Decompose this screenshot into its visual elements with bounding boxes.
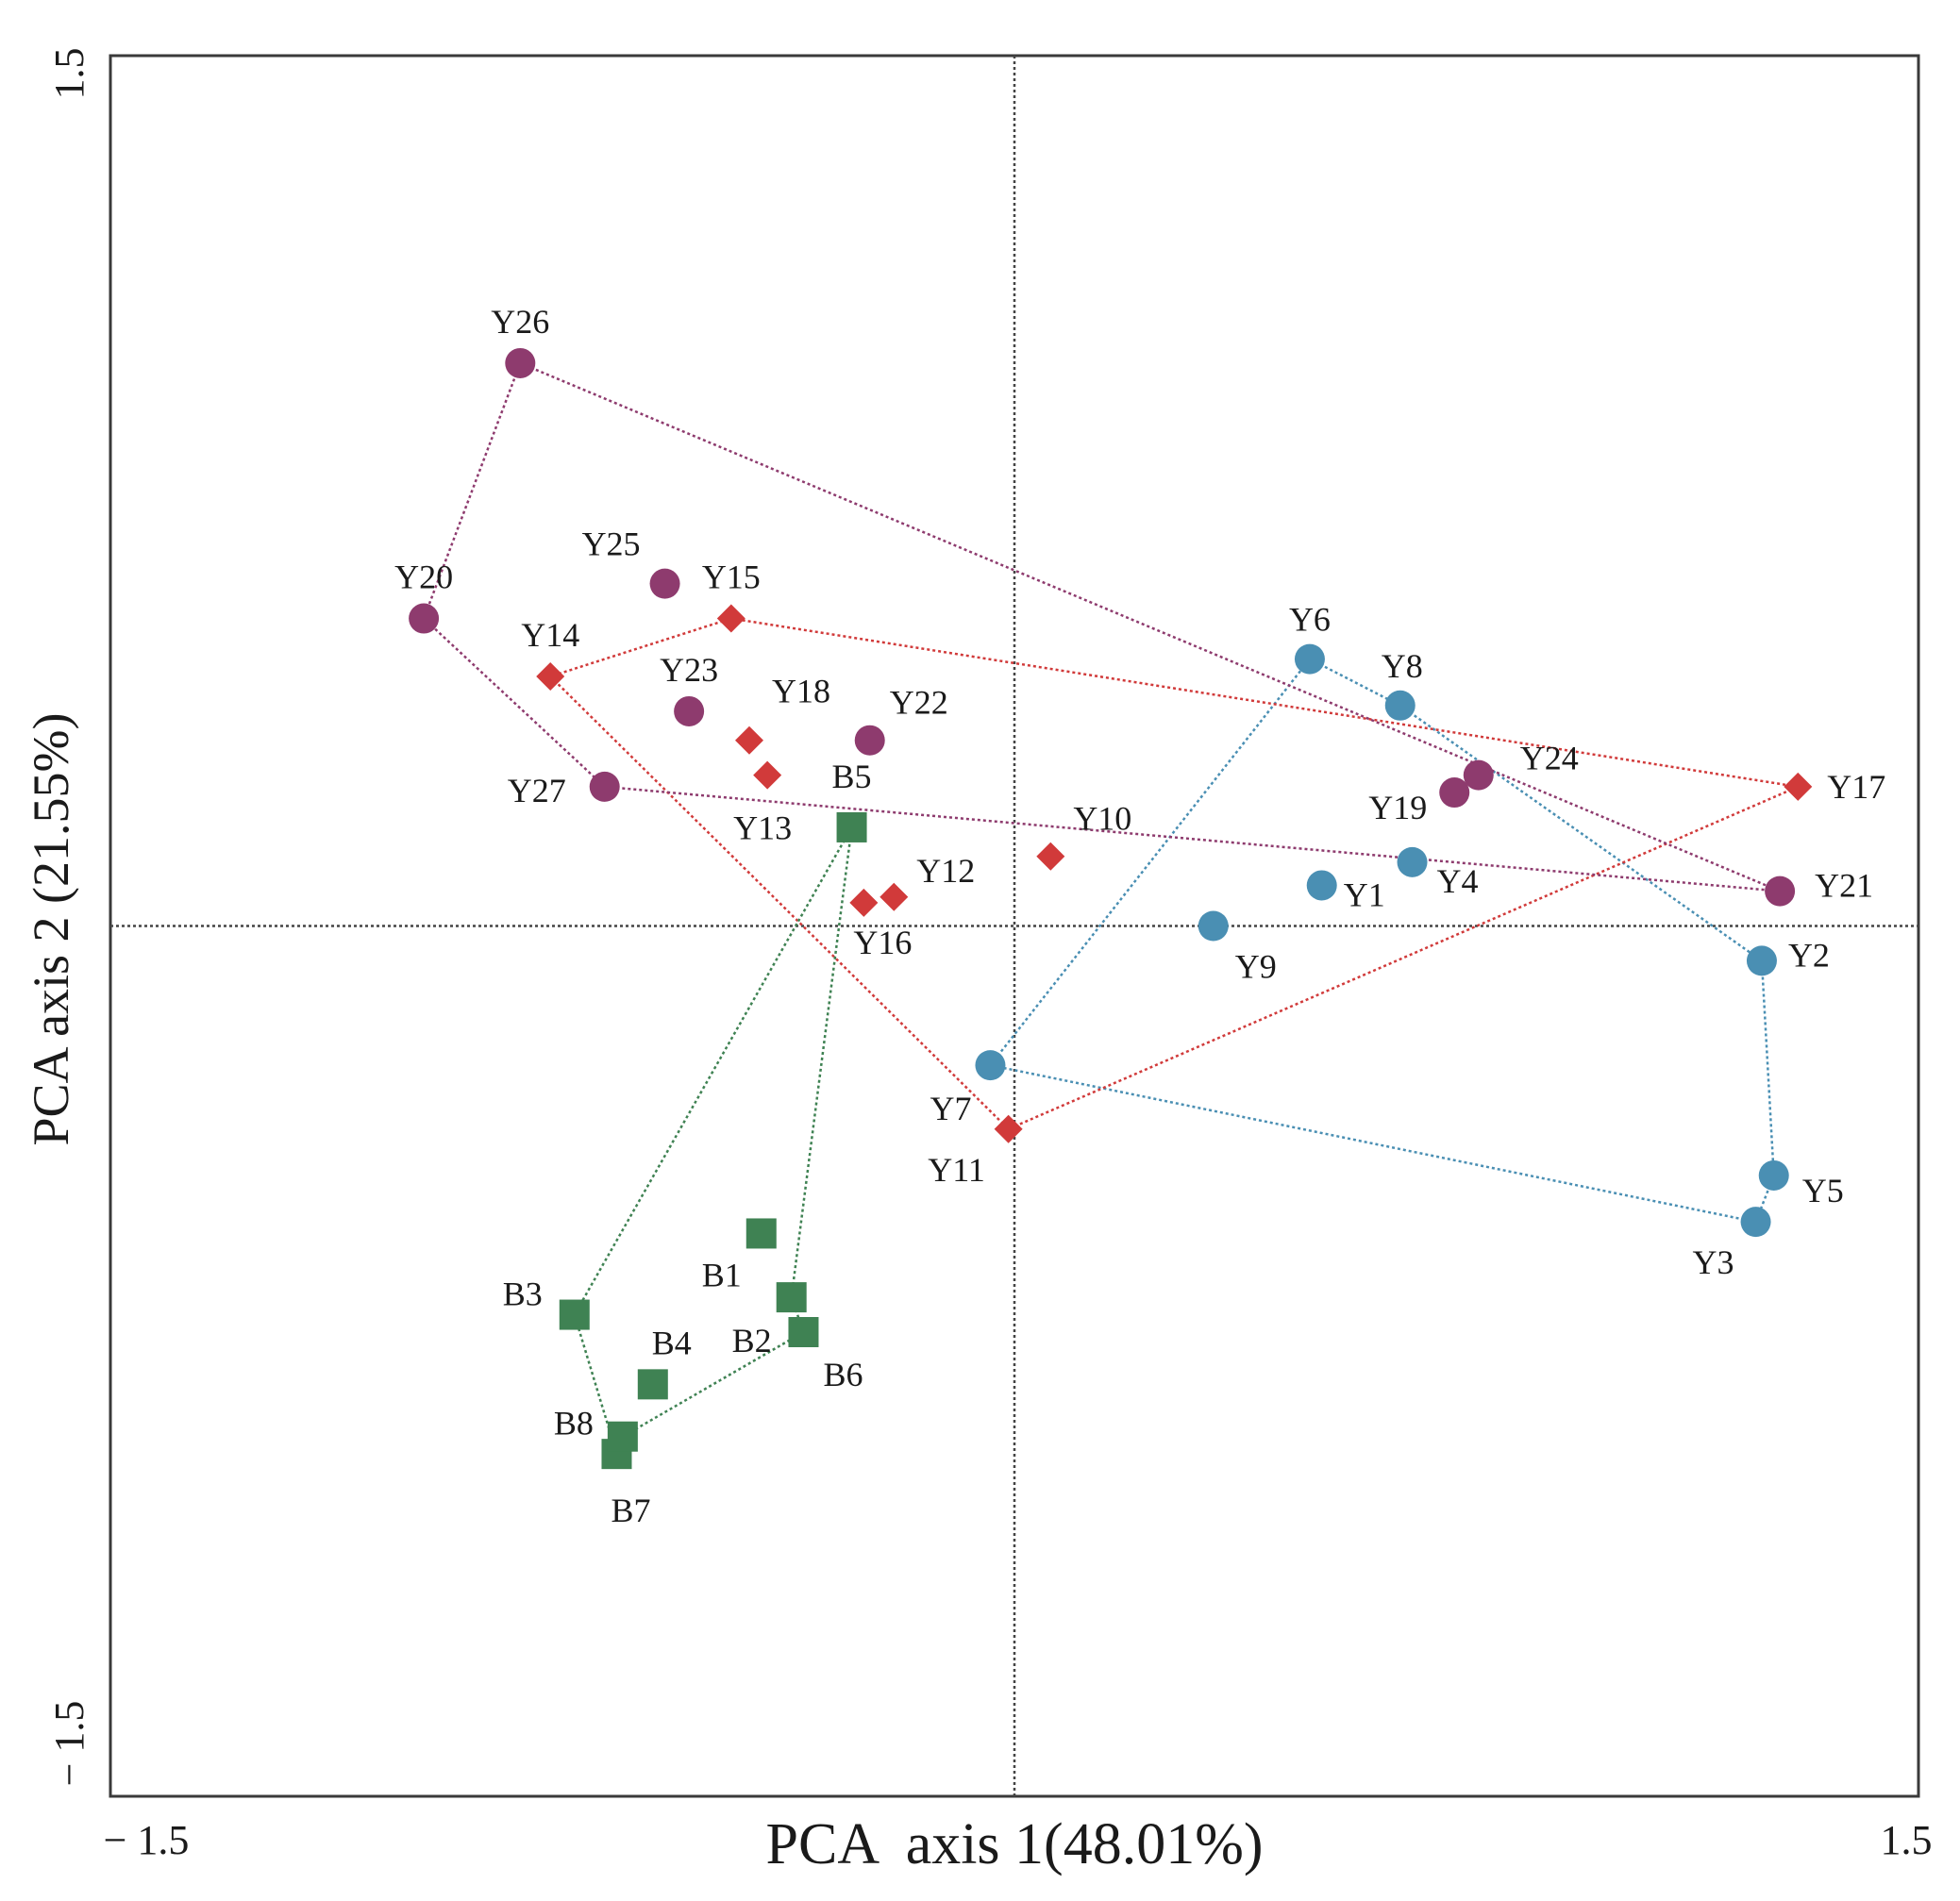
point-label-y23: Y23 (660, 651, 718, 689)
data-point-y14 (536, 662, 565, 692)
data-point-y9 (1198, 910, 1229, 942)
data-point-y16 (849, 888, 879, 917)
point-label-y13: Y13 (733, 809, 792, 847)
point-label-y7: Y7 (930, 1090, 971, 1127)
point-label-y1: Y1 (1344, 875, 1385, 913)
y-tick-label-max: 1.5 (46, 48, 92, 100)
data-point-b5 (836, 811, 867, 842)
data-point-b4 (637, 1369, 668, 1400)
point-label-y4: Y4 (1437, 862, 1479, 900)
data-point-y23 (674, 695, 705, 726)
point-label-y5: Y5 (1802, 1172, 1844, 1209)
data-point-y20 (409, 603, 440, 634)
point-label-y22: Y22 (890, 684, 948, 722)
point-label-y15: Y15 (702, 559, 761, 596)
data-point-y3 (1740, 1207, 1771, 1238)
point-labels: Y1 Y2 Y3 Y4 Y5 Y6 Y7 Y8 Y9 Y10 Y11 Y12 Y13 Y14 Y15 Y16 Y… (394, 303, 1885, 1529)
point-label-b8: B8 (554, 1405, 594, 1442)
point-label-y8: Y8 (1382, 647, 1423, 685)
data-point-b2 (776, 1282, 807, 1313)
point-label-y2: Y2 (1788, 936, 1830, 974)
data-markers (409, 347, 1813, 1470)
hull-B-square-green (573, 826, 853, 1459)
data-point-y13 (753, 760, 782, 790)
point-label-b5: B5 (832, 758, 872, 795)
point-label-y19: Y19 (1368, 789, 1427, 826)
point-label-y24: Y24 (1520, 740, 1579, 777)
data-point-y10 (1036, 842, 1065, 871)
point-label-y20: Y20 (394, 559, 453, 596)
data-point-y11 (994, 1114, 1023, 1143)
data-point-b6 (788, 1317, 819, 1347)
point-label-y26: Y26 (491, 303, 549, 341)
point-label-b1: B1 (702, 1256, 742, 1293)
data-point-y1 (1306, 870, 1337, 901)
point-label-y9: Y9 (1235, 948, 1277, 986)
data-point-y25 (649, 568, 680, 599)
point-label-b6: B6 (823, 1356, 863, 1393)
point-label-y11: Y11 (928, 1151, 985, 1189)
hull-Y-diamond-red (547, 617, 1802, 1131)
y-axis-title: PCA axis 2 (21.55%) (23, 713, 79, 1146)
point-label-y14: Y14 (521, 616, 579, 654)
point-label-y27: Y27 (508, 772, 566, 809)
point-label-y17: Y17 (1827, 768, 1885, 806)
data-point-b8 (607, 1421, 638, 1452)
point-label-y21: Y21 (1815, 867, 1873, 905)
point-label-b4: B4 (652, 1324, 692, 1361)
data-point-y26 (505, 347, 536, 378)
y-tick-label-min: − 1.5 (46, 1701, 92, 1787)
x-axis-title: PCA axis 1(48.01%) (766, 1812, 1264, 1876)
data-point-y18 (734, 725, 763, 755)
point-label-y12: Y12 (916, 852, 975, 890)
data-point-y24 (1463, 759, 1494, 791)
data-point-y27 (589, 771, 620, 802)
point-label-y10: Y10 (1073, 800, 1131, 838)
data-point-y5 (1758, 1159, 1789, 1191)
hull-Y-circle-purple (422, 361, 1781, 892)
data-point-y6 (1294, 643, 1325, 675)
data-point-y8 (1384, 690, 1416, 721)
data-point-y19 (1439, 777, 1470, 809)
point-label-b2: B2 (732, 1322, 772, 1359)
data-point-y15 (716, 604, 745, 633)
point-label-y25: Y25 (582, 525, 641, 563)
data-point-y12 (879, 882, 909, 911)
point-label-y3: Y3 (1693, 1243, 1734, 1281)
point-label-y6: Y6 (1289, 601, 1331, 639)
point-label-b7: B7 (611, 1492, 650, 1529)
point-label-b3: B3 (503, 1276, 543, 1313)
hull-Y-circle-blue (988, 658, 1775, 1224)
data-point-y21 (1765, 875, 1796, 907)
data-point-y7 (975, 1050, 1006, 1081)
data-point-y2 (1746, 945, 1777, 976)
data-point-y17 (1784, 772, 1813, 801)
data-point-y22 (854, 725, 885, 756)
data-point-b3 (559, 1299, 590, 1330)
point-label-y16: Y16 (853, 924, 912, 961)
point-label-y18: Y18 (772, 673, 830, 710)
data-point-b1 (745, 1218, 777, 1249)
data-point-y4 (1397, 846, 1428, 877)
x-tick-label-max: 1.5 (1881, 1817, 1933, 1863)
x-tick-label-min: − 1.5 (104, 1817, 190, 1863)
